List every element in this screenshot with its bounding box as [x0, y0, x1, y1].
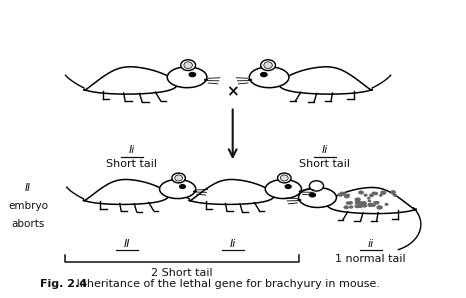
Circle shape: [342, 193, 345, 195]
Circle shape: [394, 195, 397, 196]
Text: ii: ii: [367, 239, 374, 249]
Ellipse shape: [299, 187, 336, 207]
Circle shape: [350, 206, 353, 208]
Circle shape: [309, 193, 315, 197]
Text: Short tail: Short tail: [106, 159, 157, 169]
Circle shape: [341, 192, 343, 194]
Circle shape: [345, 195, 349, 198]
Circle shape: [344, 206, 348, 209]
Text: Ii: Ii: [129, 145, 135, 156]
Circle shape: [368, 203, 373, 207]
Ellipse shape: [248, 79, 252, 81]
Text: II: II: [25, 184, 31, 193]
Circle shape: [381, 191, 386, 194]
Text: Fig. 2.4: Fig. 2.4: [40, 279, 87, 289]
Text: embryo: embryo: [8, 201, 48, 211]
Text: Ii: Ii: [322, 145, 328, 156]
Text: aborts: aborts: [12, 218, 45, 229]
Ellipse shape: [299, 191, 302, 192]
Ellipse shape: [167, 67, 207, 88]
Ellipse shape: [193, 191, 197, 192]
Circle shape: [179, 185, 185, 188]
Ellipse shape: [260, 60, 275, 71]
Text: 1 normal tail: 1 normal tail: [335, 254, 406, 264]
Ellipse shape: [249, 67, 289, 88]
Ellipse shape: [297, 199, 301, 201]
Ellipse shape: [264, 62, 272, 69]
Circle shape: [370, 194, 373, 196]
Ellipse shape: [278, 173, 291, 183]
Circle shape: [368, 198, 370, 199]
Circle shape: [391, 191, 395, 194]
Text: ×: ×: [226, 84, 239, 100]
Circle shape: [356, 201, 360, 204]
Circle shape: [362, 202, 366, 204]
Text: Inheritance of the lethal gene for brachyury in mouse.: Inheritance of the lethal gene for brach…: [73, 279, 380, 289]
Circle shape: [338, 193, 343, 196]
Ellipse shape: [204, 79, 208, 81]
Text: 2 Short tail: 2 Short tail: [151, 268, 213, 278]
Circle shape: [374, 193, 377, 195]
Circle shape: [368, 200, 370, 201]
Ellipse shape: [265, 179, 302, 198]
Circle shape: [358, 202, 362, 204]
Ellipse shape: [184, 62, 192, 69]
Circle shape: [356, 198, 360, 201]
Ellipse shape: [172, 173, 185, 183]
Circle shape: [349, 202, 352, 204]
Text: Ii: Ii: [230, 239, 236, 249]
Ellipse shape: [175, 175, 183, 181]
Circle shape: [360, 202, 364, 205]
Circle shape: [385, 204, 388, 205]
Circle shape: [359, 191, 363, 194]
Ellipse shape: [281, 175, 288, 181]
Text: II: II: [124, 239, 130, 249]
Text: Short tail: Short tail: [299, 159, 350, 169]
Circle shape: [355, 205, 359, 207]
Circle shape: [374, 202, 376, 203]
Circle shape: [364, 194, 367, 196]
Circle shape: [346, 202, 350, 204]
Circle shape: [372, 204, 375, 206]
Circle shape: [373, 204, 375, 206]
Circle shape: [358, 204, 363, 207]
Circle shape: [380, 195, 382, 196]
Circle shape: [372, 192, 375, 194]
Circle shape: [377, 206, 382, 209]
Circle shape: [189, 72, 196, 77]
Circle shape: [363, 205, 366, 207]
Ellipse shape: [181, 60, 196, 71]
Circle shape: [375, 202, 379, 204]
Ellipse shape: [159, 179, 196, 198]
Circle shape: [285, 185, 291, 188]
Circle shape: [347, 194, 349, 195]
Ellipse shape: [309, 181, 323, 191]
Circle shape: [260, 72, 267, 77]
